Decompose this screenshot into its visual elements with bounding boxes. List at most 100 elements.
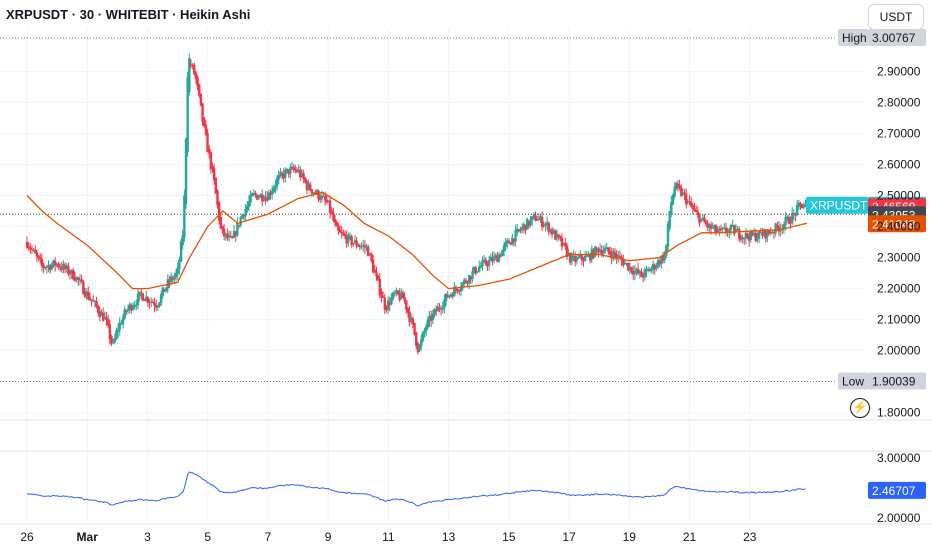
candle-body: [285, 168, 289, 172]
candle-body: [110, 336, 113, 344]
candle-body: [628, 266, 632, 269]
moving-average-line: [26, 191, 808, 290]
x-tick-label: 5: [204, 530, 211, 544]
candle-body: [789, 222, 792, 224]
price-tag-bg: [868, 215, 926, 233]
candle-body: [693, 208, 696, 211]
candle-body: [211, 165, 214, 169]
candle-body: [322, 196, 325, 198]
candle-body: [72, 270, 75, 280]
candle-body: [214, 177, 218, 194]
candle-body: [198, 84, 201, 96]
candle-body: [489, 256, 492, 262]
candle-body: [507, 240, 511, 244]
candle-body: [48, 265, 52, 270]
candle-body: [406, 307, 410, 313]
candle-body: [386, 300, 390, 310]
candle-body: [178, 259, 181, 269]
candle-body: [29, 247, 32, 250]
candle-body: [221, 225, 224, 230]
candle-body: [663, 254, 666, 261]
candle-body: [335, 222, 338, 227]
candle-body: [350, 235, 353, 245]
candle-body: [376, 275, 380, 280]
candle-body: [613, 252, 617, 255]
candle-body: [746, 233, 749, 238]
x-tick-label: 26: [20, 530, 34, 544]
candle-body: [660, 255, 663, 264]
candle-body: [603, 248, 607, 252]
candle-body: [575, 257, 579, 261]
candle-body: [411, 318, 415, 324]
candle-body: [458, 290, 461, 292]
high-label-text: High: [842, 31, 867, 45]
x-tick-label: 7: [265, 530, 272, 544]
candle-body: [438, 307, 441, 309]
candle-body: [395, 290, 398, 293]
candle-body: [174, 272, 178, 277]
candle-body: [496, 255, 499, 263]
x-tick-label: 15: [502, 530, 516, 544]
candle-body: [153, 302, 156, 306]
candle-body: [159, 294, 163, 304]
candle-body: [530, 216, 534, 221]
candle-body: [645, 268, 648, 272]
candle-body: [685, 193, 688, 205]
candle-body: [689, 201, 693, 207]
candle-body: [516, 228, 519, 233]
y-tick-label: 2.30000: [877, 251, 921, 265]
candle-body: [381, 296, 385, 298]
candle-body: [254, 193, 257, 196]
candle-body: [640, 271, 643, 278]
candle-body: [681, 192, 685, 195]
candle-body: [151, 301, 155, 303]
candle-body: [764, 230, 767, 239]
indicator-tick-label: 3.00000: [877, 451, 921, 465]
candle-body: [617, 255, 620, 258]
candle-body: [487, 259, 491, 266]
candle-body: [678, 185, 681, 188]
candle-body: [367, 246, 370, 257]
candle-body: [39, 257, 42, 260]
candle-body: [511, 237, 514, 245]
candle-body: [378, 279, 382, 296]
candle-body: [646, 269, 650, 271]
candle-body: [279, 172, 282, 177]
candle-body: [380, 291, 383, 298]
candle-body: [554, 230, 557, 240]
candle-body: [163, 289, 166, 292]
candle-body: [63, 265, 67, 270]
currency-selector[interactable]: USDT: [868, 4, 924, 30]
candle-body: [244, 208, 247, 217]
lightning-icon[interactable]: ⚡: [850, 398, 870, 418]
y-tick-label: 2.60000: [877, 158, 921, 172]
candle-body: [93, 301, 97, 303]
candle-body: [77, 277, 80, 281]
candle-body: [261, 194, 264, 201]
candle-body: [363, 245, 367, 248]
y-tick-label: 2.70000: [877, 126, 921, 140]
low-value-text: 1.90039: [872, 375, 916, 389]
candle-body: [194, 72, 198, 79]
candle-body: [433, 309, 436, 315]
low-value-bg: [868, 372, 926, 390]
candle-body: [635, 268, 638, 272]
candle-body: [466, 281, 469, 284]
candle-body: [756, 238, 759, 240]
indicator-value-tag-bg: [868, 481, 926, 499]
candle-body: [747, 236, 751, 241]
candle-body: [482, 259, 486, 262]
candle-body: [585, 255, 589, 257]
candle-body: [229, 236, 232, 238]
candle-body: [567, 252, 570, 255]
price-tags: High3.00767Low1.90039XRPUSDT2.4670729:10…: [806, 29, 926, 499]
candle-body: [292, 167, 295, 171]
candle-body: [342, 233, 345, 235]
candle-body: [105, 317, 108, 320]
candle-body: [154, 305, 158, 308]
candle-body: [251, 193, 254, 197]
x-tick-label: 13: [442, 530, 456, 544]
candle-body: [608, 250, 612, 255]
candle-body: [714, 225, 718, 233]
candle-body: [600, 250, 603, 255]
